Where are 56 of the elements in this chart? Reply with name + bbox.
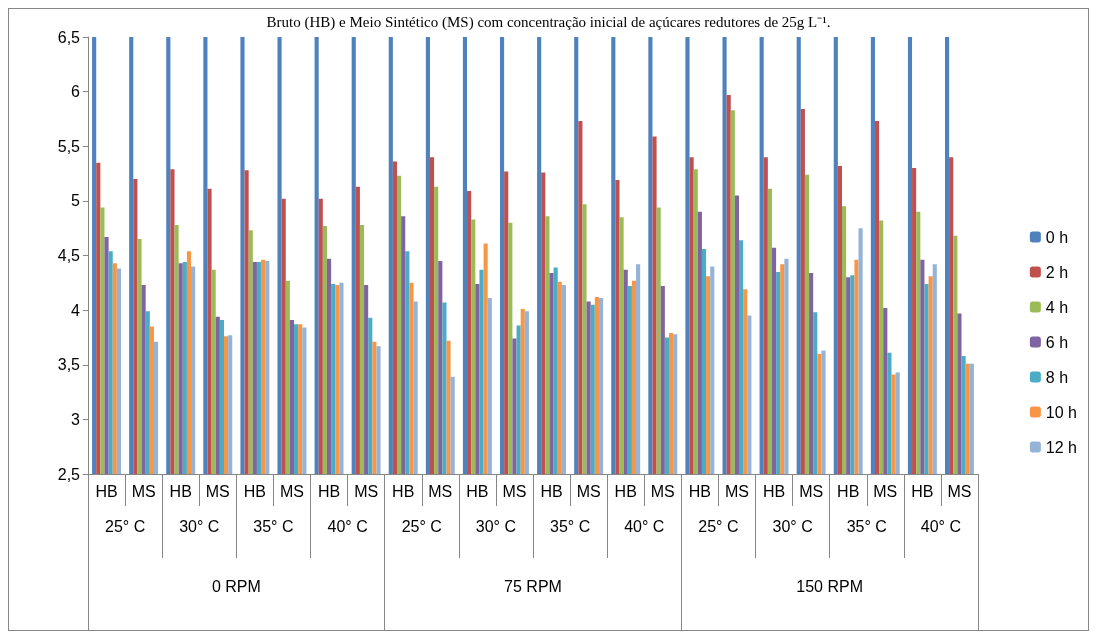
- y-tick-label: 3,5: [57, 356, 81, 374]
- legend-label: 10 h: [1045, 403, 1077, 421]
- text: 25° C: [401, 517, 442, 535]
- y-tick-label: 5,5: [57, 137, 81, 155]
- x-tick-label: HB: [466, 482, 489, 500]
- y-tick-label: 2,5: [57, 465, 81, 483]
- x-tick-label: HB: [688, 482, 711, 500]
- x-tick-label: HB: [392, 482, 415, 500]
- y-tick-label: 4: [71, 301, 81, 319]
- x-tick-label: MS: [576, 482, 601, 500]
- text: 0 RPM: [211, 577, 261, 595]
- legend-label: 0 h: [1045, 228, 1069, 246]
- text: 25° C: [698, 517, 739, 535]
- text: 30° C: [772, 517, 813, 535]
- x-tick-label: HB: [317, 482, 341, 500]
- y-tick-label: 3: [71, 410, 81, 428]
- chart-title: Bruto (HB) e Meio Sintético (MS) com concentração inicial de açúcares redutores de 25g L⁻¹.: [266, 13, 831, 31]
- text: 35° C: [549, 517, 591, 535]
- x-tick-label: MS: [354, 482, 379, 500]
- x-tick-label: MS: [724, 482, 749, 500]
- x-tick-label: MS: [947, 482, 972, 500]
- x-tick-label: MS: [502, 482, 527, 500]
- x-tick-label: HB: [95, 482, 118, 500]
- x-tick-label: HB: [169, 482, 192, 500]
- x-tick-label: MS: [131, 482, 156, 500]
- y-tick-label: 6: [71, 83, 81, 101]
- text: 30° C: [179, 517, 220, 535]
- x-tick-label: HB: [243, 482, 266, 500]
- text: 40° C: [920, 517, 962, 535]
- x-tick-label: MS: [205, 482, 230, 500]
- x-tick-label: HB: [614, 482, 637, 500]
- legend-label: 4 h: [1045, 298, 1069, 316]
- y-tick-label: 4,5: [57, 247, 81, 264]
- x-tick-label: MS: [428, 482, 453, 500]
- x-tick-label: HB: [837, 482, 860, 500]
- legend-label: 8 h: [1045, 368, 1069, 386]
- x-tick-label: MS: [279, 482, 304, 500]
- text: 75 RPM: [504, 577, 562, 595]
- x-tick-label: HB: [540, 482, 563, 500]
- x-tick-label: HB: [762, 482, 786, 500]
- legend-label: 2 h: [1045, 263, 1069, 281]
- text: 40° C: [327, 517, 368, 535]
- y-tick-label: 5: [71, 192, 81, 210]
- x-tick-label: MS: [799, 482, 824, 500]
- text: 35° C: [846, 517, 887, 535]
- text: 40° C: [624, 517, 665, 535]
- text: 30° C: [475, 517, 517, 535]
- x-tick-label: MS: [650, 482, 675, 500]
- x-tick-label: MS: [873, 482, 898, 500]
- text: 35° C: [253, 517, 294, 535]
- legend-label: 12 h: [1045, 438, 1077, 456]
- x-tick-label: HB: [911, 482, 934, 500]
- text: 150 RPM: [796, 577, 864, 595]
- legend-label: 6 h: [1045, 333, 1069, 351]
- y-tick-label: 6,5: [57, 28, 81, 46]
- text: 25° C: [104, 517, 146, 535]
